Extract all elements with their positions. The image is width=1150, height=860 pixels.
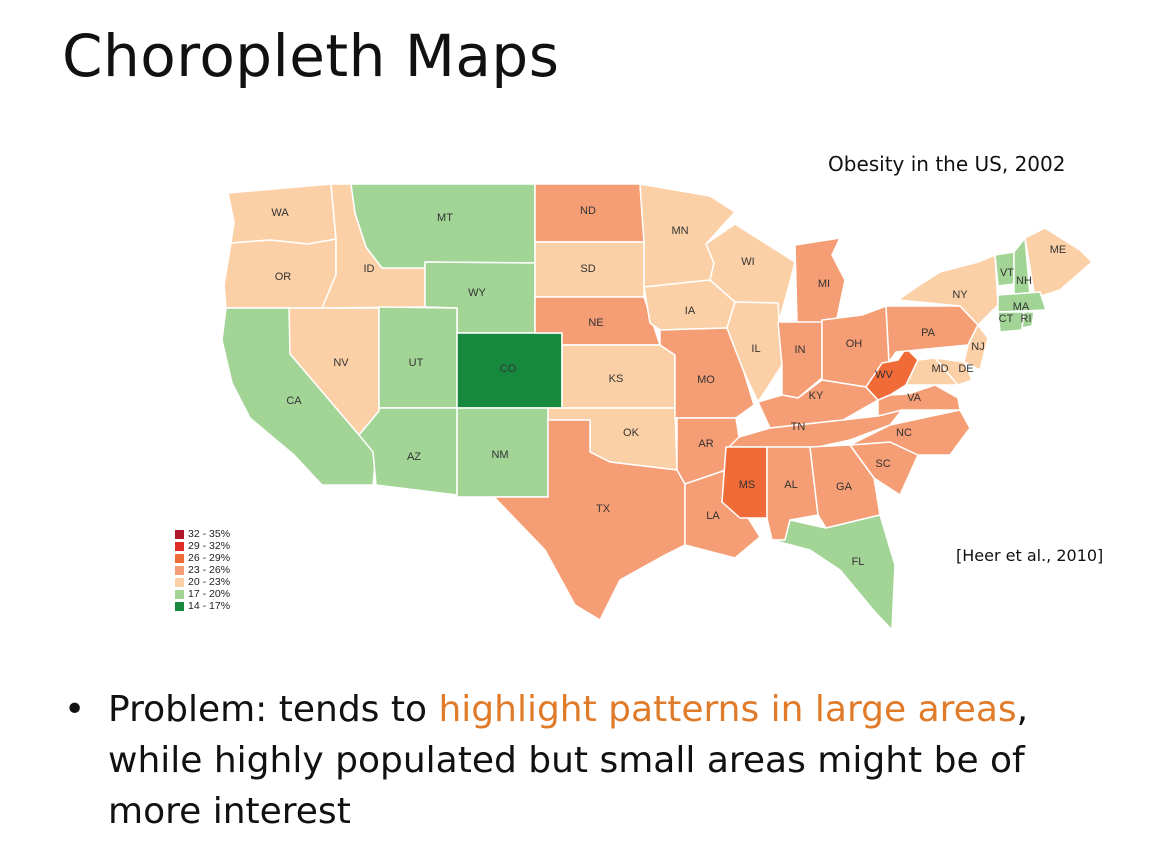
state-label-ca: CA bbox=[286, 395, 302, 407]
state-me bbox=[1024, 227, 1093, 299]
state-label-ms: MS bbox=[739, 479, 756, 491]
state-label-fl: FL bbox=[852, 556, 865, 568]
legend-swatch bbox=[175, 565, 184, 575]
state-nj bbox=[963, 324, 989, 371]
state-label-ny: NY bbox=[952, 289, 968, 301]
state-label-tn: TN bbox=[791, 421, 806, 433]
bullet-highlight: highlight patterns in large areas bbox=[438, 689, 1017, 730]
legend-swatch bbox=[175, 541, 184, 551]
state-label-nd: ND bbox=[580, 205, 596, 217]
legend-swatch bbox=[175, 553, 184, 563]
state-label-ks: KS bbox=[609, 373, 624, 385]
state-ms bbox=[721, 446, 768, 519]
legend-label: 17 - 20% bbox=[188, 588, 231, 600]
legend-item: 29 - 32% bbox=[175, 540, 230, 552]
state-label-ga: GA bbox=[836, 481, 853, 493]
slide-title: Choropleth Maps bbox=[62, 22, 560, 90]
state-label-mt: MT bbox=[437, 212, 453, 224]
state-ri bbox=[1021, 311, 1035, 329]
state-ma bbox=[997, 291, 1047, 313]
map-legend: 32 - 35% 29 - 32% 26 - 29% 23 - 26% 20 - 23%… bbox=[175, 528, 230, 612]
legend-item: 14 - 17% bbox=[175, 600, 230, 612]
state-label-ri: RI bbox=[1021, 313, 1032, 325]
state-nc bbox=[849, 409, 971, 456]
state-label-ia: IA bbox=[685, 305, 696, 317]
state-label-il: IL bbox=[751, 343, 760, 355]
bullet-dot-icon: • bbox=[64, 689, 86, 730]
state-label-md: MD bbox=[931, 363, 948, 375]
state-label-wi: WI bbox=[741, 256, 754, 268]
state-va bbox=[877, 384, 961, 417]
state-label-nh: NH bbox=[1016, 275, 1032, 287]
state-label-ct: CT bbox=[999, 313, 1014, 325]
state-label-oh: OH bbox=[846, 338, 863, 350]
state-label-ar: AR bbox=[698, 438, 713, 450]
state-label-mi: MI bbox=[818, 278, 830, 290]
state-il bbox=[726, 301, 783, 403]
state-label-nv: NV bbox=[333, 357, 349, 369]
state-ct bbox=[997, 311, 1025, 333]
legend-swatch bbox=[175, 601, 184, 611]
state-label-al: AL bbox=[784, 479, 797, 491]
state-label-de: DE bbox=[958, 363, 973, 375]
legend-label: 32 - 35% bbox=[188, 528, 231, 540]
state-label-pa: PA bbox=[921, 327, 936, 339]
state-label-in: IN bbox=[795, 344, 806, 356]
state-label-co: CO bbox=[500, 363, 517, 375]
state-label-ne: NE bbox=[588, 317, 603, 329]
map-title: Obesity in the US, 2002 bbox=[828, 152, 1066, 176]
state-label-mo: MO bbox=[697, 374, 715, 386]
citation: [Heer et al., 2010] bbox=[956, 546, 1104, 565]
state-de bbox=[934, 357, 973, 386]
legend-item: 17 - 20% bbox=[175, 588, 230, 600]
us-choropleth-map: WA OR ID NV CA MT WY UT CO AZ NM ND SD NE KS OK TX MN IA MO… bbox=[221, 183, 1093, 631]
state-label-ky: KY bbox=[809, 390, 824, 402]
state-label-nj: NJ bbox=[971, 341, 984, 353]
state-label-nc: NC bbox=[896, 427, 912, 439]
state-mt bbox=[350, 183, 536, 269]
legend-swatch bbox=[175, 577, 184, 587]
state-ca bbox=[221, 307, 377, 486]
state-label-wy: WY bbox=[468, 287, 486, 299]
legend-item: 23 - 26% bbox=[175, 564, 230, 576]
legend-label: 26 - 29% bbox=[188, 552, 231, 564]
legend-label: 14 - 17% bbox=[188, 600, 231, 612]
state-label-sd: SD bbox=[580, 263, 595, 275]
legend-item: 26 - 29% bbox=[175, 552, 230, 564]
state-label-mn: MN bbox=[671, 225, 688, 237]
state-label-wa: WA bbox=[271, 207, 289, 219]
state-label-ut: UT bbox=[409, 357, 424, 369]
bullet-rest: , while highly populated but small areas… bbox=[108, 689, 1029, 832]
state-label-wv: WV bbox=[875, 369, 893, 381]
legend-item: 20 - 23% bbox=[175, 576, 230, 588]
legend-label: 20 - 23% bbox=[188, 576, 231, 588]
state-label-vt: VT bbox=[1000, 267, 1014, 279]
legend-label: 29 - 32% bbox=[188, 540, 231, 552]
legend-label: 23 - 26% bbox=[188, 564, 231, 576]
state-label-ma: MA bbox=[1013, 301, 1030, 313]
legend-swatch bbox=[175, 589, 184, 599]
state-label-va: VA bbox=[907, 392, 922, 404]
state-label-or: OR bbox=[275, 271, 292, 283]
state-label-me: ME bbox=[1050, 244, 1067, 256]
state-label-az: AZ bbox=[407, 451, 421, 463]
state-label-la: LA bbox=[706, 510, 720, 522]
bullet-point: • Problem: tends to highlight patterns i… bbox=[64, 684, 1104, 837]
state-label-id: ID bbox=[364, 263, 375, 275]
bullet-lead: Problem: tends to bbox=[108, 689, 439, 730]
state-label-nm: NM bbox=[491, 449, 508, 461]
state-label-sc: SC bbox=[875, 458, 890, 470]
state-label-tx: TX bbox=[596, 503, 611, 515]
state-fl bbox=[771, 514, 896, 631]
legend-swatch bbox=[175, 529, 184, 539]
state-label-ok: OK bbox=[623, 427, 640, 439]
legend-item: 32 - 35% bbox=[175, 528, 230, 540]
